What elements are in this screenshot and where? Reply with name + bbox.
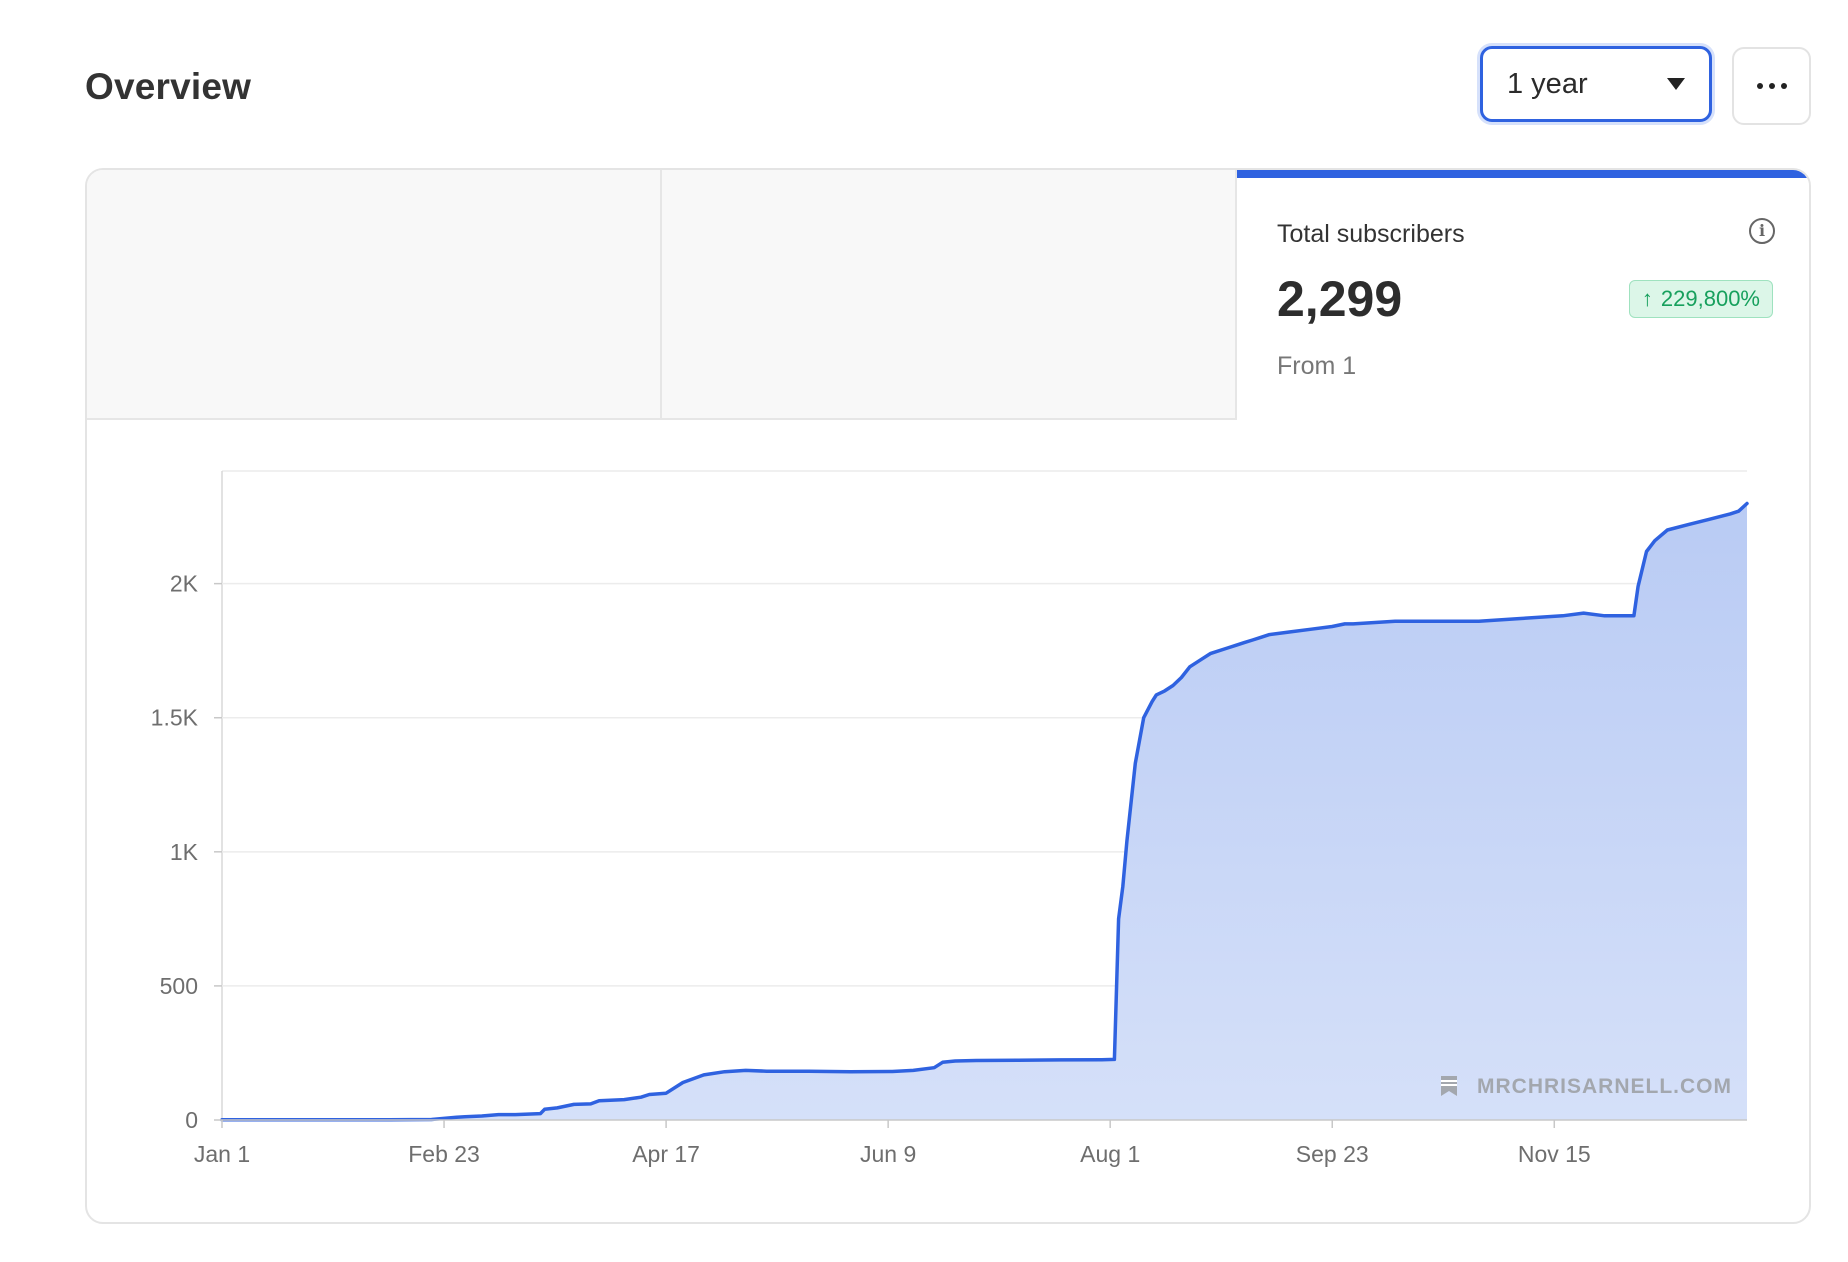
x-tick-label: Nov 15 bbox=[1518, 1141, 1591, 1167]
grid-layer bbox=[221, 470, 1747, 1120]
change-value: 229,800% bbox=[1660, 286, 1760, 311]
series-line bbox=[220, 501, 1749, 1122]
axis-layer bbox=[214, 582, 1747, 1128]
x-tick-label: Feb 23 bbox=[408, 1141, 480, 1167]
more-options-button[interactable] bbox=[1732, 47, 1811, 125]
label-layer: 0 500 1K 1.5K 2K Jan 1 Feb 23 Apr 17 Jun 9 Aug 1 S… bbox=[151, 571, 1591, 1167]
y-tick-label: 500 bbox=[160, 973, 198, 999]
caret-down-icon bbox=[1667, 78, 1685, 90]
watermark: MRCHRISARNELL.COM bbox=[1441, 1075, 1732, 1098]
metric-subtext: From 1 bbox=[1277, 352, 1357, 380]
more-horizontal-icon-dot bbox=[1780, 83, 1787, 89]
area-fill bbox=[222, 503, 1747, 1120]
bookmark-icon bbox=[1441, 1076, 1457, 1096]
metric-label: Total subscribers bbox=[1277, 220, 1465, 248]
metric-tab-total-subscribers[interactable]: Total subscribers i 2,299 ↑ 229,800% Fro… bbox=[1237, 170, 1809, 420]
change-badge: ↑ 229,800% bbox=[1628, 280, 1773, 318]
x-tick-label: Sep 23 bbox=[1296, 1141, 1369, 1167]
x-tick-label: Jan 1 bbox=[194, 1141, 250, 1167]
info-icon[interactable]: i bbox=[1749, 218, 1775, 244]
period-select[interactable]: 1 year bbox=[1480, 46, 1712, 122]
y-tick-label: 2K bbox=[170, 571, 199, 597]
area-layer bbox=[220, 501, 1749, 1122]
more-horizontal-icon bbox=[1756, 83, 1763, 89]
subscribers-chart: 0 500 1K 1.5K 2K Jan 1 Feb 23 Apr 17 Jun 9 Aug 1 S… bbox=[87, 420, 1809, 1222]
more-horizontal-icon-dot bbox=[1768, 83, 1775, 89]
metric-tab-1[interactable] bbox=[87, 170, 662, 420]
y-tick-label: 0 bbox=[185, 1107, 198, 1133]
chart-svg: 0 500 1K 1.5K 2K Jan 1 Feb 23 Apr 17 Jun 9 Aug 1 S… bbox=[151, 470, 1749, 1167]
page-title: Overview bbox=[85, 66, 252, 107]
y-tick-label: 1.5K bbox=[151, 705, 199, 731]
x-tick-label: Aug 1 bbox=[1080, 1141, 1140, 1167]
x-tick-label: Apr 17 bbox=[632, 1141, 700, 1167]
watermark-text: MRCHRISARNELL.COM bbox=[1477, 1075, 1732, 1098]
period-select-value: 1 year bbox=[1507, 67, 1588, 100]
arrow-up-icon: ↑ bbox=[1641, 286, 1653, 311]
y-tick-label: 1K bbox=[170, 839, 199, 865]
overview-card: Total subscribers i 2,299 ↑ 229,800% Fro… bbox=[85, 168, 1811, 1224]
metric-value: 2,299 bbox=[1277, 271, 1403, 327]
metric-tab-2[interactable] bbox=[662, 170, 1237, 420]
x-tick-label: Jun 9 bbox=[860, 1141, 916, 1167]
